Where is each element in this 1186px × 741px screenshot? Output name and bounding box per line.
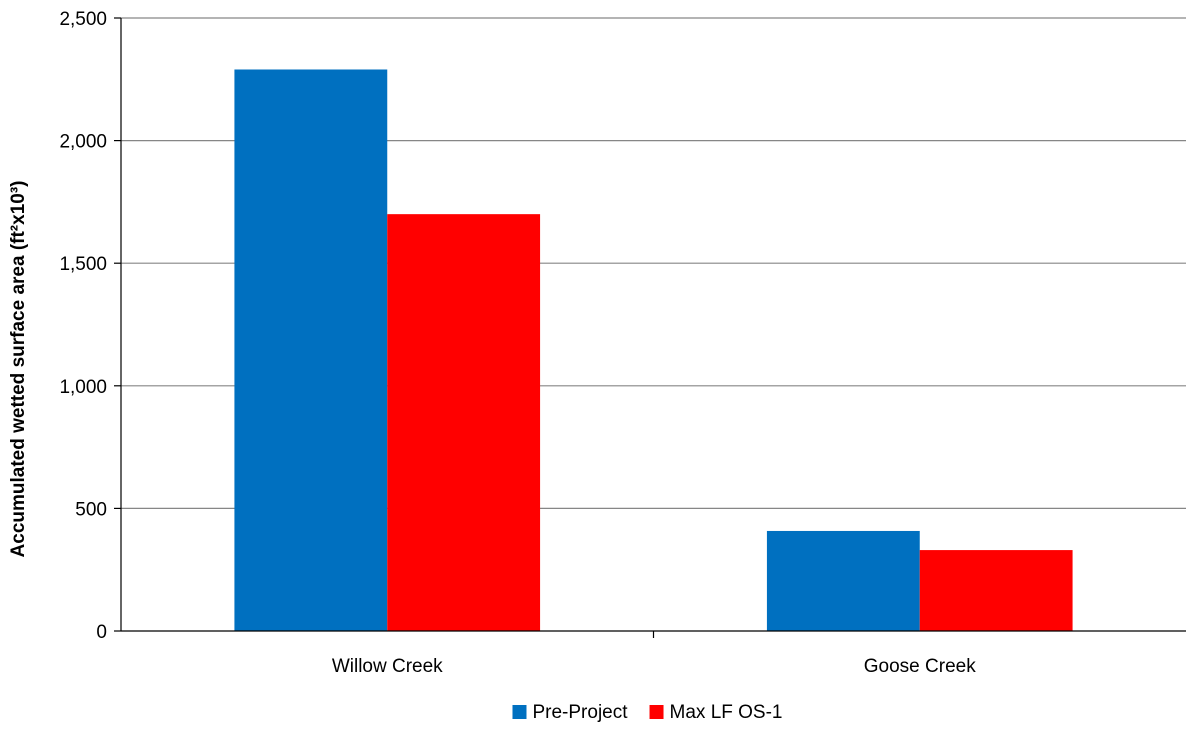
legend: Pre-Project Max LF OS-1	[512, 702, 783, 723]
y-tick-label: 500	[75, 499, 107, 520]
y-tick-label: 2,500	[59, 9, 107, 30]
x-category-label: Willow Creek	[332, 656, 443, 677]
y-tick-label: 1,000	[59, 377, 107, 398]
bar-max-lf-os-1-willow-creek	[387, 214, 541, 631]
y-tick-label: 1,500	[59, 254, 107, 275]
y-axis-title: Accumulated wetted surface area (ft²x10³…	[8, 181, 29, 558]
y-tick-label: 0	[96, 622, 107, 643]
bar-pre-project-willow-creek	[234, 69, 388, 631]
legend-swatch	[512, 705, 527, 719]
bar-pre-project-goose-creek	[766, 530, 920, 631]
axes	[114, 17, 1186, 638]
bar-max-lf-os-1-goose-creek	[919, 550, 1073, 631]
legend-swatch	[649, 705, 664, 719]
legend-label: Pre-Project	[532, 702, 628, 723]
legend-label: Max LF OS-1	[670, 702, 783, 723]
bars	[234, 69, 1073, 631]
y-tick-label: 2,000	[59, 132, 107, 153]
x-category-label: Goose Creek	[864, 656, 976, 677]
axis-labels: 0 500 1,000 1,500 2,000 2,500 Willow Creek Goos…	[59, 9, 976, 677]
